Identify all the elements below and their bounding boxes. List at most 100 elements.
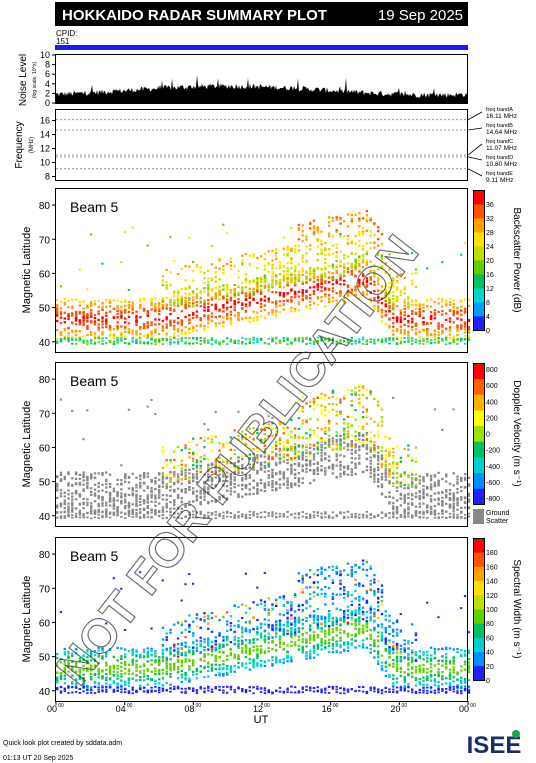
footer-credit: Quick look plot created by sddata.adm bbox=[3, 740, 122, 747]
lat-tick-label: 40 bbox=[39, 687, 51, 698]
ut-tick-label: 08 bbox=[184, 704, 194, 714]
plot-date: 19 Sep 2025 bbox=[378, 7, 463, 24]
colorbar-tick-label: 400 bbox=[486, 399, 498, 406]
lat-tick-label: 40 bbox=[39, 338, 51, 349]
colorbar-tick-label: 600 bbox=[486, 383, 498, 390]
colorbar-tick-label: 4 bbox=[486, 314, 490, 321]
ut-tick-minutes: 00 bbox=[264, 703, 270, 709]
frequency-band-value: 16.11 MHz bbox=[486, 113, 517, 120]
colorbar-tick-label: 32 bbox=[486, 216, 494, 223]
frequency-tick-label: 10 bbox=[40, 158, 50, 168]
lat-tick-label: 60 bbox=[39, 269, 51, 280]
colorbar-tick-label: 60 bbox=[486, 635, 494, 642]
colorbar-swatch bbox=[473, 274, 484, 289]
colorbar-swatch bbox=[473, 580, 484, 596]
lat-axis-label: Magnetic Latitude bbox=[21, 227, 33, 314]
data-panel-3: 40 50 60 70 80 Magnetic Latitude Beam 5 0 20 40 60… bbox=[21, 537, 522, 702]
lat-tick-label: 40 bbox=[39, 512, 51, 523]
frequency-tick-label: 16 bbox=[40, 116, 50, 126]
colorbar-tick-label: 40 bbox=[486, 650, 494, 657]
noise-tick-label: 2 bbox=[45, 88, 50, 98]
frequency-band-value: 9.11 MHz bbox=[486, 177, 513, 184]
cpid-bar bbox=[55, 45, 468, 50]
colorbar-swatch bbox=[473, 232, 484, 247]
x-axis-label: UT bbox=[254, 714, 269, 726]
ground-scatter-label: Ground bbox=[486, 510, 509, 517]
colorbar-tick-label: 80 bbox=[486, 621, 494, 628]
ground-scatter-swatch bbox=[473, 509, 484, 524]
colorbar-swatch bbox=[473, 609, 484, 624]
noise-tick-label: 10 bbox=[40, 50, 50, 60]
cpid-label: CPID: bbox=[56, 29, 77, 38]
colorbar-tick-label: 0 bbox=[486, 678, 490, 685]
ut-tick-label: 00 bbox=[47, 704, 57, 714]
ut-tick-minutes: 00 bbox=[58, 703, 64, 709]
ut-tick-label: 04 bbox=[116, 704, 126, 714]
colorbar-swatch bbox=[473, 288, 484, 303]
colorbar: 800 600 400 200 0 -200 -400 -600 -800 Doppler Vel… bbox=[473, 363, 522, 525]
ut-tick-label: 00 bbox=[459, 704, 469, 714]
logo-text: ISEE bbox=[467, 732, 522, 759]
colorbar-swatch bbox=[473, 378, 484, 395]
colorbar-tick-label: 140 bbox=[486, 579, 498, 586]
noise-tick-label: 6 bbox=[45, 69, 50, 79]
colorbar-tick-label: 200 bbox=[486, 415, 498, 422]
frequency-band-label: freq bandC bbox=[486, 139, 513, 145]
frequency-ylabel-sub: (MHz) bbox=[29, 137, 35, 153]
frequency-band-value: 10.80 MHz bbox=[486, 161, 517, 168]
colorbar-swatch bbox=[473, 410, 484, 427]
data-panel-1: 40 50 60 70 80 Magnetic Latitude Beam 5 0 4 8 12 16… bbox=[21, 188, 522, 353]
colorbar-swatch bbox=[473, 594, 484, 610]
footer-timestamp: 01:13 UT 20 Sep 2025 bbox=[3, 755, 73, 762]
colorbar-swatch bbox=[473, 441, 484, 458]
frequency-tick-label: 8 bbox=[45, 172, 50, 182]
lat-axis-label: Magnetic Latitude bbox=[21, 401, 33, 488]
ut-tick-minutes: 00 bbox=[333, 703, 339, 709]
colorbar-swatch bbox=[473, 204, 484, 219]
colorbar-swatch bbox=[473, 566, 484, 581]
lat-tick-label: 70 bbox=[39, 409, 51, 420]
lat-tick-label: 70 bbox=[39, 584, 51, 595]
colorbar-tick-label: 100 bbox=[486, 607, 498, 614]
ut-tick-minutes: 00 bbox=[402, 703, 408, 709]
isee-logo: ISEE bbox=[467, 730, 522, 759]
colorbar-tick-label: 8 bbox=[486, 300, 490, 307]
ut-tick-label: 16 bbox=[322, 704, 332, 714]
colorbar-tick-label: 36 bbox=[486, 202, 494, 209]
frequency-ylabel: Frequency bbox=[14, 121, 25, 168]
colorbar-swatch bbox=[473, 651, 484, 667]
colorbar-tick-label: -400 bbox=[486, 464, 500, 471]
frequency-tick-label: 14 bbox=[40, 130, 50, 140]
frequency-band-label: freq bandE bbox=[486, 171, 513, 177]
colorbar-tick-label: 12 bbox=[486, 286, 494, 293]
cpid-value: 151 bbox=[56, 37, 70, 46]
lat-tick-label: 70 bbox=[39, 235, 51, 246]
colorbar-swatch bbox=[473, 472, 484, 489]
scatter-field bbox=[56, 559, 471, 695]
colorbar-tick-label: -600 bbox=[486, 480, 500, 487]
beam-label: Beam 5 bbox=[70, 548, 118, 564]
lat-tick-label: 60 bbox=[39, 443, 51, 454]
colorbar-tick-label: 800 bbox=[486, 367, 498, 374]
frequency-panel: 8 10 12 14 16 Frequency (MHz) freq bandA16.1… bbox=[14, 107, 517, 184]
data-panel-2: 40 50 60 70 80 Magnetic Latitude Beam 5 800 600 4… bbox=[21, 362, 522, 527]
colorbar-title: Spectral Width (m s⁻¹) bbox=[511, 559, 522, 658]
ut-tick-label: 12 bbox=[253, 704, 263, 714]
colorbar-tick-label: 0 bbox=[486, 432, 490, 439]
beam-label: Beam 5 bbox=[70, 373, 118, 389]
colorbar-tick-label: 20 bbox=[486, 258, 494, 265]
frequency-band-value: 14.64 MHz bbox=[486, 129, 517, 136]
lat-tick-label: 80 bbox=[39, 375, 51, 386]
ground-scatter-label-2: Scatter bbox=[486, 518, 509, 525]
colorbar-tick-label: 28 bbox=[486, 230, 494, 237]
colorbar: 0 4 8 12 16 20 24 28 32 36 Backscatter Power (dB) bbox=[473, 190, 522, 335]
lat-tick-label: 50 bbox=[39, 653, 51, 664]
ut-tick-minutes: 00 bbox=[470, 703, 476, 709]
colorbar-swatch bbox=[473, 394, 484, 411]
colorbar-title: Backscatter Power (dB) bbox=[511, 207, 522, 312]
noise-tick-label: 4 bbox=[45, 79, 50, 89]
plot-title: HOKKAIDO RADAR SUMMARY PLOT bbox=[62, 7, 327, 24]
colorbar-tick-label: -800 bbox=[486, 496, 500, 503]
noise-tick-label: 0 bbox=[45, 98, 50, 108]
colorbar-swatch bbox=[473, 218, 484, 233]
